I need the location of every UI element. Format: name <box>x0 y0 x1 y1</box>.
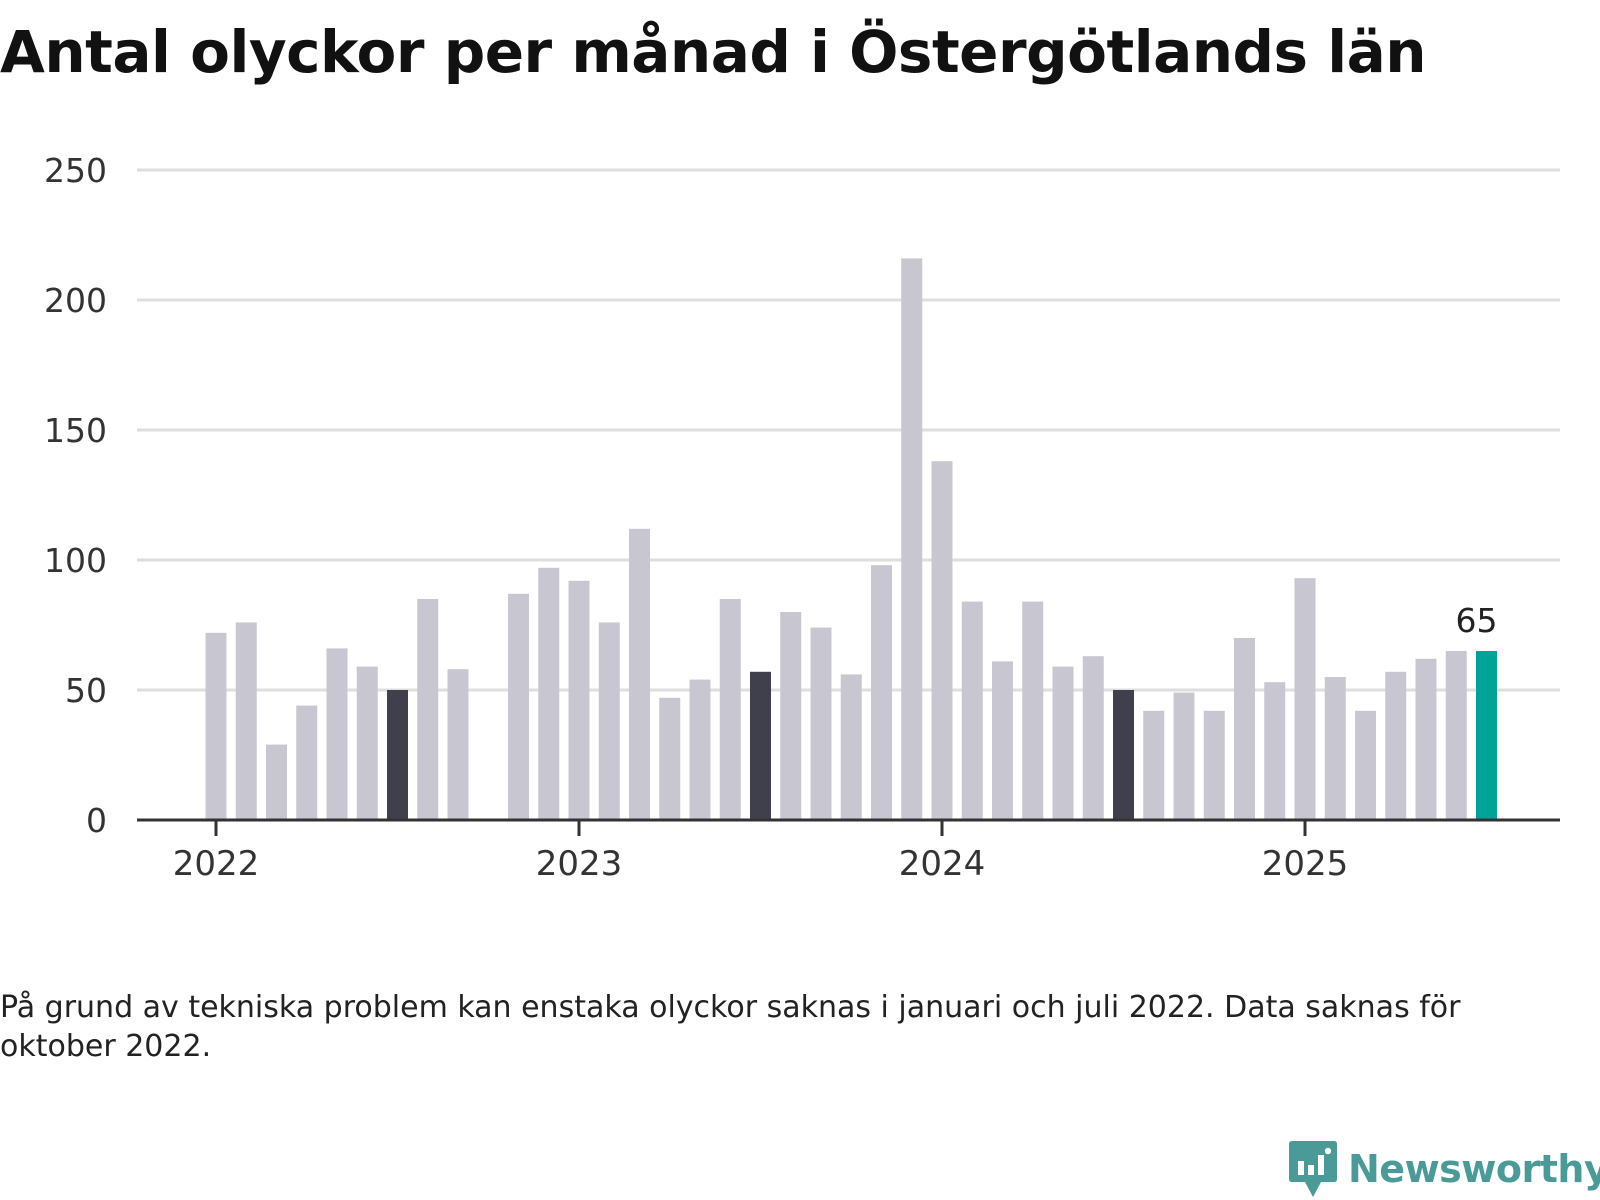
bar <box>417 599 439 820</box>
bar <box>235 622 257 820</box>
gridlines <box>137 168 1560 692</box>
y-tick-label: 250 <box>44 151 107 190</box>
bar <box>1415 658 1437 820</box>
y-tick-label: 100 <box>44 541 107 580</box>
bar <box>508 593 529 820</box>
y-axis-ticks: 0 50 100 150 200 250 <box>44 151 107 840</box>
data-labels: 65 <box>1456 601 1498 640</box>
bar <box>961 601 983 820</box>
bar-chart-speech-bubble-icon <box>1289 1141 1337 1197</box>
bar <box>719 599 741 820</box>
x-tick-label: 2024 <box>899 844 986 884</box>
y-tick-label: 200 <box>44 281 107 320</box>
bar <box>1264 682 1286 820</box>
bar <box>1445 651 1467 820</box>
bar <box>1234 638 1255 820</box>
x-tick-label: 2025 <box>1262 844 1349 884</box>
x-tick-label: 2023 <box>536 844 623 884</box>
bar <box>598 622 620 820</box>
bar <box>296 705 318 820</box>
bar <box>629 528 650 820</box>
chart-title: Antal olyckor per månad i Östergötlands … <box>0 18 1427 86</box>
bar <box>447 669 469 820</box>
bar <box>1143 710 1165 820</box>
bar <box>1355 710 1376 820</box>
bar <box>1052 666 1074 820</box>
bars <box>205 258 1497 820</box>
bar <box>840 674 862 820</box>
bar <box>1173 692 1195 820</box>
bar <box>538 567 560 820</box>
logo-text: Newsworthy <box>1348 1147 1600 1191</box>
data-label: 65 <box>1456 601 1498 640</box>
footnote: På grund av tekniska problem kan enstaka… <box>0 990 1461 1064</box>
bar <box>205 632 227 820</box>
bar <box>356 666 378 820</box>
bar <box>266 744 287 820</box>
bar <box>1385 671 1407 820</box>
bar <box>901 258 923 820</box>
x-tick-label: 2022 <box>173 844 260 884</box>
y-tick-label: 0 <box>86 801 107 840</box>
y-tick-label: 150 <box>44 411 107 450</box>
bar <box>1294 578 1316 820</box>
newsworthy-logo: Newsworthy <box>1288 1138 1600 1200</box>
bar <box>1476 651 1497 820</box>
bar <box>568 580 590 820</box>
bar <box>659 697 681 820</box>
bar <box>326 648 348 820</box>
bar <box>1022 601 1044 820</box>
y-tick-label: 50 <box>65 671 107 710</box>
bar <box>387 690 408 820</box>
bar <box>750 671 771 820</box>
bar <box>1203 710 1225 820</box>
x-axis: 2022 2023 2024 2025 <box>137 818 1560 884</box>
bar <box>1082 656 1104 820</box>
bar <box>810 627 832 820</box>
bar <box>931 461 953 820</box>
bar <box>871 565 892 820</box>
bar-chart: 0 50 100 150 200 250 2022 2023 2024 2025 65 <box>44 151 1560 884</box>
bar <box>780 612 802 820</box>
bar <box>1113 690 1134 820</box>
bar <box>1324 677 1346 820</box>
bar <box>992 661 1013 820</box>
bar <box>689 679 711 820</box>
